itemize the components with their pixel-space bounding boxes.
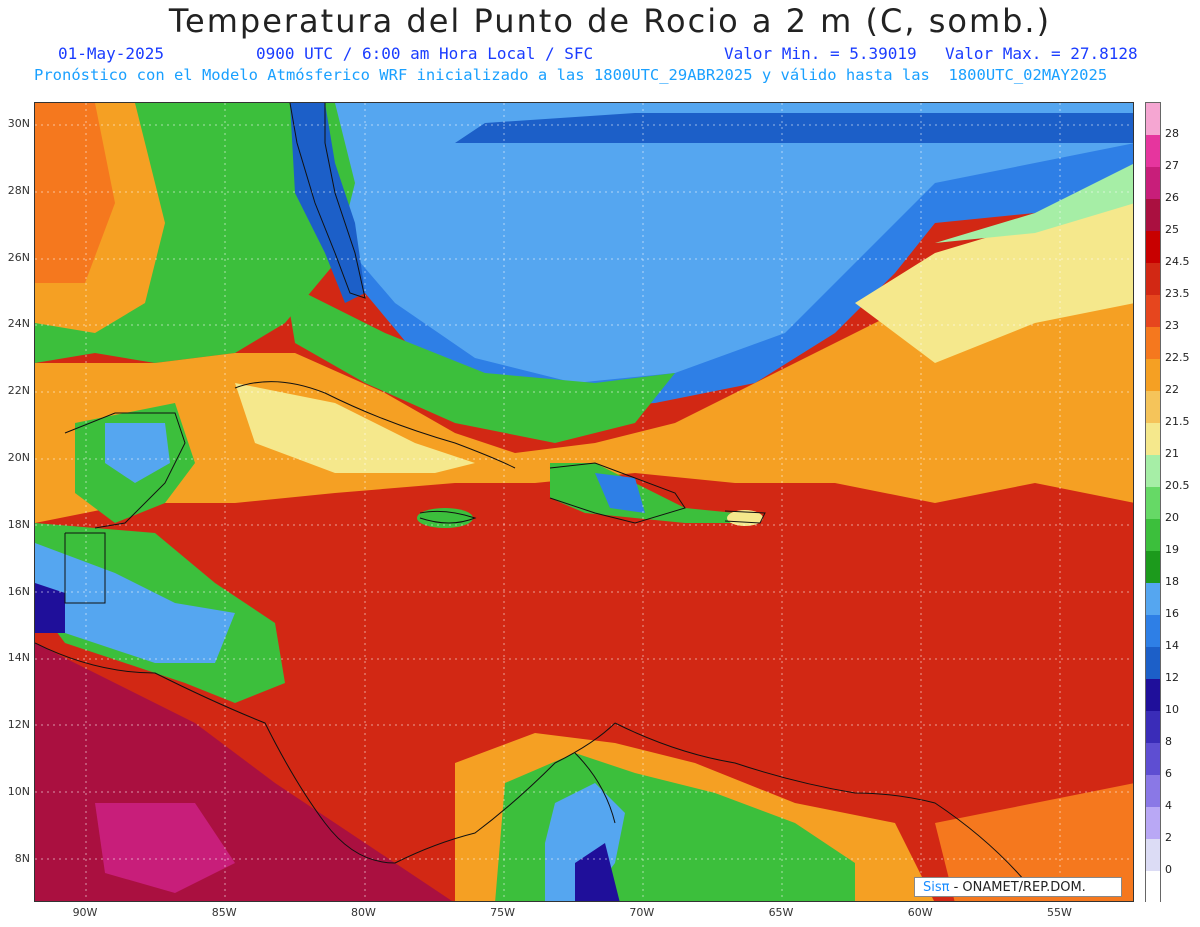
map-title: Temperatura del Punto de Rocio a 2 m (C,… [168, 2, 1052, 40]
pacific-pink [95, 803, 235, 893]
colorbar-segment [1146, 103, 1160, 135]
green-band [285, 283, 675, 443]
central-america-deep [35, 583, 65, 633]
colorbar-label: 4 [1165, 799, 1172, 812]
colorbar-segment [1146, 615, 1160, 647]
colorbar-label: 8 [1165, 735, 1172, 748]
colorbar-segment [1146, 359, 1160, 391]
coastlines [35, 103, 1036, 894]
colorbar-label: 28 [1165, 127, 1179, 140]
atlantic-light-green [935, 164, 1133, 243]
lat-label: 8N [14, 851, 30, 865]
gulf-orange-2 [35, 103, 115, 283]
colorbar-segment [1146, 487, 1160, 519]
colorbar-segment [1146, 455, 1160, 487]
colorbar-label: 16 [1165, 607, 1179, 620]
colorbar-label: 14 [1165, 639, 1179, 652]
colorbar-segment [1146, 263, 1160, 295]
colorbar-segment [1146, 327, 1160, 359]
colorbar-label: 2 [1165, 831, 1172, 844]
lat-label: 22N [7, 384, 30, 398]
atlantic-yellow [855, 193, 1133, 363]
colorbar-segment [1146, 807, 1160, 839]
colorbar-label: 12 [1165, 671, 1179, 684]
model-info: Pronóstico con el Modelo Atmósferico WRF… [34, 66, 1108, 84]
colorbar-segment [1146, 295, 1160, 327]
colorbar-label: 22.5 [1165, 351, 1190, 364]
pi-icon: Sisπ [923, 880, 950, 895]
colorbar-segment [1146, 775, 1160, 807]
graticule [35, 103, 1133, 901]
colorbar-segment [1146, 167, 1160, 199]
deep-cool-zone [455, 113, 1133, 143]
lon-label: 75W [490, 906, 516, 919]
colorbar-segment [1146, 743, 1160, 775]
colorbar-segment [1146, 583, 1160, 615]
colorbar-label: 23.5 [1165, 287, 1190, 300]
colorbar-segment [1146, 231, 1160, 263]
colorbar-label: 21 [1165, 447, 1179, 460]
colorbar-label: 24.5 [1165, 255, 1190, 268]
colorbar-label: 20 [1165, 511, 1179, 524]
dewpoint-map [34, 102, 1134, 902]
lat-label: 18N [7, 517, 30, 531]
central-america-blue [35, 543, 235, 663]
colorbar-segment [1146, 135, 1160, 167]
colorbar-label: 18 [1165, 575, 1179, 588]
colorbar-segment [1146, 551, 1160, 583]
lat-label: 28N [7, 183, 30, 197]
colorbar-label: 19 [1165, 543, 1179, 556]
lon-label: 85W [211, 906, 237, 919]
lon-label: 65W [768, 906, 794, 919]
colorbar-label: 23 [1165, 319, 1179, 332]
credit-text: - ONAMET/REP.DOM. [949, 880, 1086, 895]
colorbar [1145, 102, 1161, 903]
colorbar-segment [1146, 711, 1160, 743]
lon-label: 80W [350, 906, 376, 919]
colorbar-label: 27 [1165, 159, 1179, 172]
colorbar-label: 10 [1165, 703, 1179, 716]
colorbar-label: 25 [1165, 223, 1179, 236]
lon-label: 60W [907, 906, 933, 919]
colorbar-label: 0 [1165, 863, 1172, 876]
lat-label: 12N [7, 718, 30, 732]
lon-label: 70W [629, 906, 655, 919]
colorbar-segment [1146, 423, 1160, 455]
lat-label: 10N [7, 785, 30, 798]
north-ocean-zone [205, 103, 1133, 383]
lat-label: 24N [7, 317, 30, 331]
lon-label: 90W [72, 906, 98, 919]
colorbar-segment [1146, 679, 1160, 711]
colorbar-label: 20.5 [1165, 479, 1190, 492]
hispaniola-blue [595, 473, 645, 513]
jamaica-green [417, 508, 473, 528]
lat-label: 14N [7, 651, 30, 665]
colorbar-segment [1146, 871, 1160, 903]
lat-label: 26N [7, 250, 30, 264]
lat-label: 20N [7, 451, 30, 464]
colorbar-label: 6 [1165, 767, 1172, 780]
south-deep [575, 843, 620, 901]
forecast-date: 01-May-2025 [58, 44, 164, 63]
colorbar-segment [1146, 519, 1160, 551]
time-info: 0900 UTC / 6:00 am Hora Local / SFC [256, 44, 594, 63]
guiana-orange [935, 783, 1133, 901]
colorbar-segment [1146, 839, 1160, 871]
florida-cool [290, 103, 365, 303]
colorbar-segment [1146, 391, 1160, 423]
max-value: Valor Max. = 27.8128 [945, 44, 1138, 63]
min-value: Valor Min. = 5.39019 [724, 44, 917, 63]
lat-label: 30N [7, 117, 30, 130]
lon-label: 55W [1046, 906, 1072, 919]
colorbar-segment [1146, 647, 1160, 679]
yucatan-blue [105, 423, 170, 483]
lat-label: 16N [7, 584, 30, 598]
colorbar-label: 21.5 [1165, 415, 1190, 428]
map-canvas [35, 103, 1133, 901]
colorbar-segment [1146, 199, 1160, 231]
colorbar-label: 22 [1165, 383, 1179, 396]
credit-box: Sisπ - ONAMET/REP.DOM. [914, 877, 1122, 897]
cuba-yellow [235, 383, 475, 473]
colorbar-label: 26 [1165, 191, 1179, 204]
